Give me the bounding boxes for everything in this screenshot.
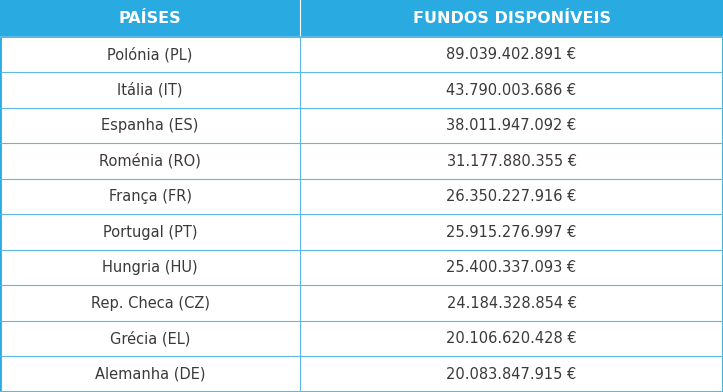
Text: 20.083.847.915 €: 20.083.847.915 €: [446, 367, 577, 382]
Text: 26.350.227.916 €: 26.350.227.916 €: [446, 189, 577, 204]
Text: Roménia (RO): Roménia (RO): [99, 153, 201, 169]
Text: 25.915.276.997 €: 25.915.276.997 €: [446, 225, 577, 240]
Text: 43.790.003.686 €: 43.790.003.686 €: [447, 83, 576, 98]
Text: 31.177.880.355 €: 31.177.880.355 €: [447, 154, 576, 169]
Text: França (FR): França (FR): [108, 189, 192, 204]
Text: Itália (IT): Itália (IT): [117, 82, 183, 98]
Bar: [0, 0, 723, 37]
Text: Portugal (PT): Portugal (PT): [103, 225, 197, 240]
Text: 25.400.337.093 €: 25.400.337.093 €: [447, 260, 576, 275]
Text: Hungria (HU): Hungria (HU): [102, 260, 198, 275]
Text: 38.011.947.092 €: 38.011.947.092 €: [446, 118, 577, 133]
Text: 20.106.620.428 €: 20.106.620.428 €: [446, 331, 577, 346]
Text: 24.184.328.854 €: 24.184.328.854 €: [447, 296, 576, 311]
Text: Rep. Checa (CZ): Rep. Checa (CZ): [90, 296, 210, 311]
Text: 89.039.402.891 €: 89.039.402.891 €: [447, 47, 576, 62]
Text: Espanha (ES): Espanha (ES): [101, 118, 199, 133]
Text: FUNDOS DISPONÍVEIS: FUNDOS DISPONÍVEIS: [413, 11, 610, 26]
Text: Alemanha (DE): Alemanha (DE): [95, 367, 205, 382]
Text: Grécia (EL): Grécia (EL): [110, 331, 190, 347]
Text: PAÍSES: PAÍSES: [119, 11, 181, 26]
Text: Polónia (PL): Polónia (PL): [107, 47, 193, 62]
